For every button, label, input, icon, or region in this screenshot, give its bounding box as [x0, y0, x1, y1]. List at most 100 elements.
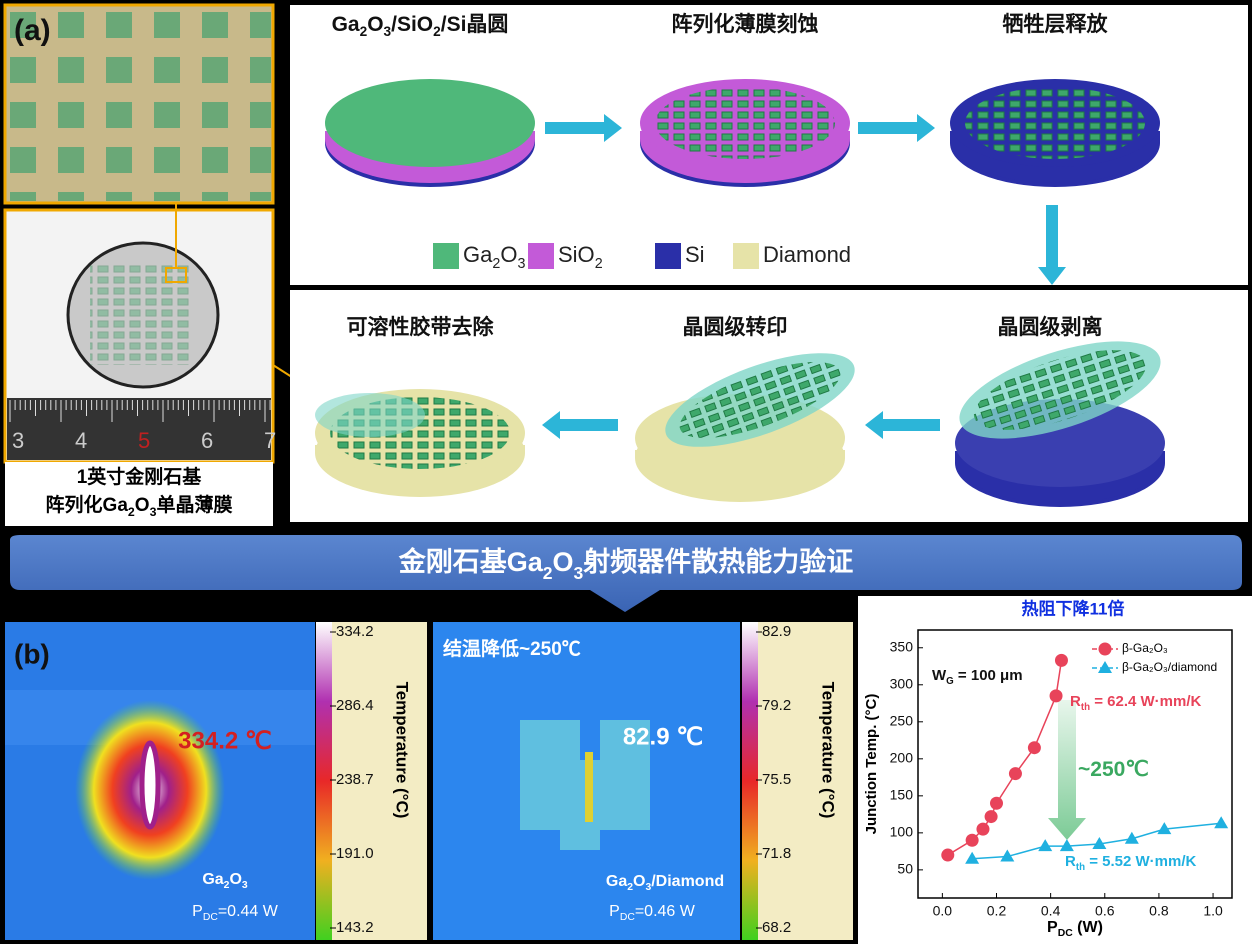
legend-marker [1098, 661, 1112, 673]
legend-label: β-Ga₂O₃/diamond [1122, 660, 1217, 674]
data-point [965, 851, 980, 864]
subscript: th [1081, 702, 1090, 713]
x-tick-label: 0.8 [1149, 903, 1169, 919]
text-part: P [1047, 919, 1058, 936]
subscript: 3 [517, 256, 525, 272]
step-title: 牺牲层释放 [1003, 12, 1109, 36]
subscript: G [946, 676, 954, 687]
text-part: 晶圆级转印 [683, 315, 788, 339]
note: 结温降低~250℃ [443, 637, 581, 660]
subscript: th [1076, 862, 1085, 873]
hotspot [139, 740, 161, 830]
text-part: O [367, 13, 383, 36]
banner-title: 金刚石基Ga2O3射频器件散热能力验证 [398, 546, 854, 583]
text-part: O [135, 495, 150, 516]
subscript: 3 [242, 880, 248, 891]
x-tick-label: 0.0 [933, 903, 953, 919]
data-point [1059, 839, 1074, 852]
data-point [1214, 816, 1229, 829]
legend-swatch [433, 243, 459, 269]
text-part: Si [685, 242, 705, 267]
ruler-label: 3 [12, 428, 24, 453]
x-axis-label: PDC (W) [1047, 919, 1103, 939]
legend-swatch [655, 243, 681, 269]
y-tick-label: 300 [890, 675, 914, 691]
legend-marker [1098, 642, 1112, 656]
text-part: 金刚石基Ga [398, 546, 544, 577]
step-title: Ga2O3/SiO2/Si晶圆 [332, 13, 509, 40]
legend-label: Si [685, 242, 705, 267]
subscript: 3 [150, 505, 157, 519]
legend-label: β-Ga₂O₃ [1122, 641, 1168, 655]
y-tick-label: 50 [897, 861, 913, 877]
y-axis-label: Junction Temp. (°C) [863, 694, 880, 835]
text-part: = 5.52 W·mm/K [1085, 853, 1196, 870]
text-part: =0.44 W [218, 903, 279, 920]
legend-label: Diamond [763, 242, 851, 267]
step-title: 可溶性胶带去除 [347, 315, 495, 339]
panel-label: (a) [14, 14, 51, 47]
x-tick-label: 0.4 [1041, 903, 1061, 919]
text-part: Ga [202, 871, 223, 888]
wafer-array [965, 87, 1145, 159]
text-part: Ga [606, 873, 627, 890]
step-title: 晶圆级转印 [683, 315, 788, 339]
text-part: W [932, 667, 947, 684]
peak-label: 82.9 ℃ [623, 723, 703, 750]
text-part: R [1065, 853, 1076, 870]
data-point [976, 822, 990, 836]
colorbar-tick-label: 238.7 [336, 771, 374, 788]
series-line [972, 822, 1222, 860]
colorbar-panel [758, 622, 853, 940]
data-point [1124, 831, 1139, 844]
subscript: 3 [645, 882, 651, 893]
text-part: /SiO [391, 13, 433, 36]
x-tick-label: 0.6 [1095, 903, 1115, 919]
tape-residue [315, 393, 425, 437]
data-point [965, 833, 979, 847]
text-part: (W) [1073, 919, 1103, 936]
colorbar [742, 622, 758, 940]
text-part: O [633, 873, 645, 890]
text-part: /Si晶圆 [441, 13, 509, 36]
annotation: ~250℃ [1078, 758, 1149, 781]
power-label: PDC=0.44 W [192, 903, 279, 923]
annotation: WG = 100 μm [932, 667, 1023, 687]
data-point [1038, 839, 1053, 852]
data-point [984, 810, 998, 824]
data-point [941, 848, 955, 862]
lifted-array [679, 362, 841, 438]
legend-swatch [528, 243, 554, 269]
step-title: 晶圆级剥离 [998, 315, 1103, 339]
lifted-array [973, 350, 1147, 430]
text-part: = 100 μm [954, 667, 1023, 684]
text-part: 晶圆级剥离 [998, 315, 1103, 339]
text-part: O [229, 871, 241, 888]
subscript: 2 [492, 256, 500, 272]
colorbar-tick-label: 143.2 [336, 919, 374, 936]
text-part: O [500, 242, 517, 267]
text-part: /Diamond [651, 873, 724, 890]
colorbar-tick-label: 82.9 [762, 623, 791, 640]
data-point [1000, 849, 1015, 862]
banner [10, 535, 1242, 612]
legend-label: Ga2O3 [463, 242, 525, 272]
colorbar-tick-label: 75.5 [762, 771, 791, 788]
text-part: = 62.4 W·mm/K [1090, 693, 1201, 710]
power-label: PDC=0.46 W [609, 903, 696, 923]
caption-box [5, 462, 273, 526]
legend-swatch [733, 243, 759, 269]
ruler-label: 5 [138, 428, 150, 453]
data-point [1092, 836, 1107, 849]
process-arrow [545, 114, 622, 142]
colorbar-label: Temperature (°C) [393, 682, 412, 819]
text-part: SiO [558, 242, 595, 267]
ruler-label: 7 [264, 428, 276, 453]
ruler-label: 4 [75, 428, 87, 453]
text-part: 单晶薄膜 [156, 493, 232, 516]
colorbar-tick-label: 286.4 [336, 697, 374, 714]
colorbar [316, 622, 332, 940]
x-tick-label: 1.0 [1203, 903, 1223, 919]
text-part: Ga [463, 242, 493, 267]
